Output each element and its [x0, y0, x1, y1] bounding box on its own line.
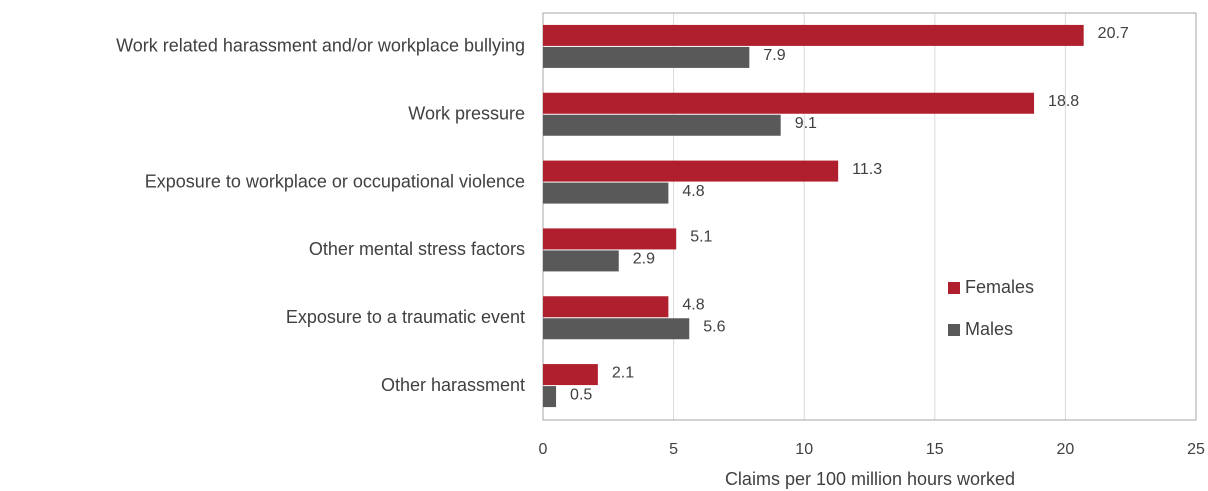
bar [543, 46, 750, 68]
bar [543, 228, 677, 250]
bar [543, 160, 839, 182]
value-label: 2.1 [612, 364, 634, 381]
x-tick-label: 20 [1057, 441, 1075, 458]
bar [543, 364, 598, 386]
value-label: 7.9 [763, 47, 785, 64]
category-label: Work related harassment and/or workplace… [116, 36, 525, 56]
category-label: Other harassment [381, 375, 525, 395]
bar [543, 386, 557, 408]
bar [543, 182, 669, 204]
value-label: 5.6 [703, 318, 725, 335]
plot-border [542, 12, 1197, 421]
value-label: 4.8 [682, 296, 704, 313]
value-label: 18.8 [1048, 93, 1079, 110]
x-tick-label: 0 [539, 441, 548, 458]
bar [543, 318, 690, 340]
bar [543, 250, 619, 272]
x-axis-title: Claims per 100 million hours worked [725, 469, 1015, 489]
value-label: 9.1 [795, 115, 817, 132]
legend-label: Males [965, 319, 1013, 339]
value-label: 5.1 [690, 229, 712, 246]
bar [543, 114, 781, 136]
legend-label: Females [965, 277, 1034, 297]
x-tick-label: 25 [1187, 441, 1205, 458]
bar [543, 296, 669, 318]
value-label: 2.9 [633, 251, 655, 268]
bar [543, 24, 1084, 46]
value-label: 11.3 [852, 161, 882, 178]
value-label: 0.5 [570, 386, 592, 403]
category-label: Work pressure [408, 104, 525, 124]
value-label: 20.7 [1098, 25, 1129, 42]
bar [543, 92, 1035, 114]
x-tick-label: 5 [669, 441, 678, 458]
x-tick-label: 15 [926, 441, 944, 458]
category-label: Other mental stress factors [309, 239, 525, 259]
legend-swatch [948, 324, 960, 336]
category-label: Exposure to workplace or occupational vi… [145, 171, 525, 191]
category-label: Exposure to a traumatic event [286, 307, 525, 327]
x-tick-label: 10 [795, 441, 813, 458]
value-label: 4.8 [682, 183, 704, 200]
legend-swatch [948, 282, 960, 294]
